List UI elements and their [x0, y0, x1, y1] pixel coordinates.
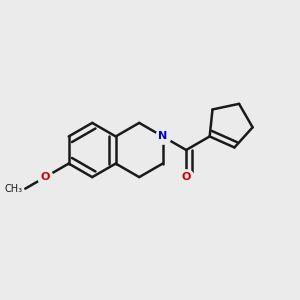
- Text: CH₃: CH₃: [5, 184, 23, 194]
- Text: N: N: [158, 131, 167, 141]
- Text: O: O: [182, 172, 191, 182]
- Text: O: O: [40, 172, 50, 182]
